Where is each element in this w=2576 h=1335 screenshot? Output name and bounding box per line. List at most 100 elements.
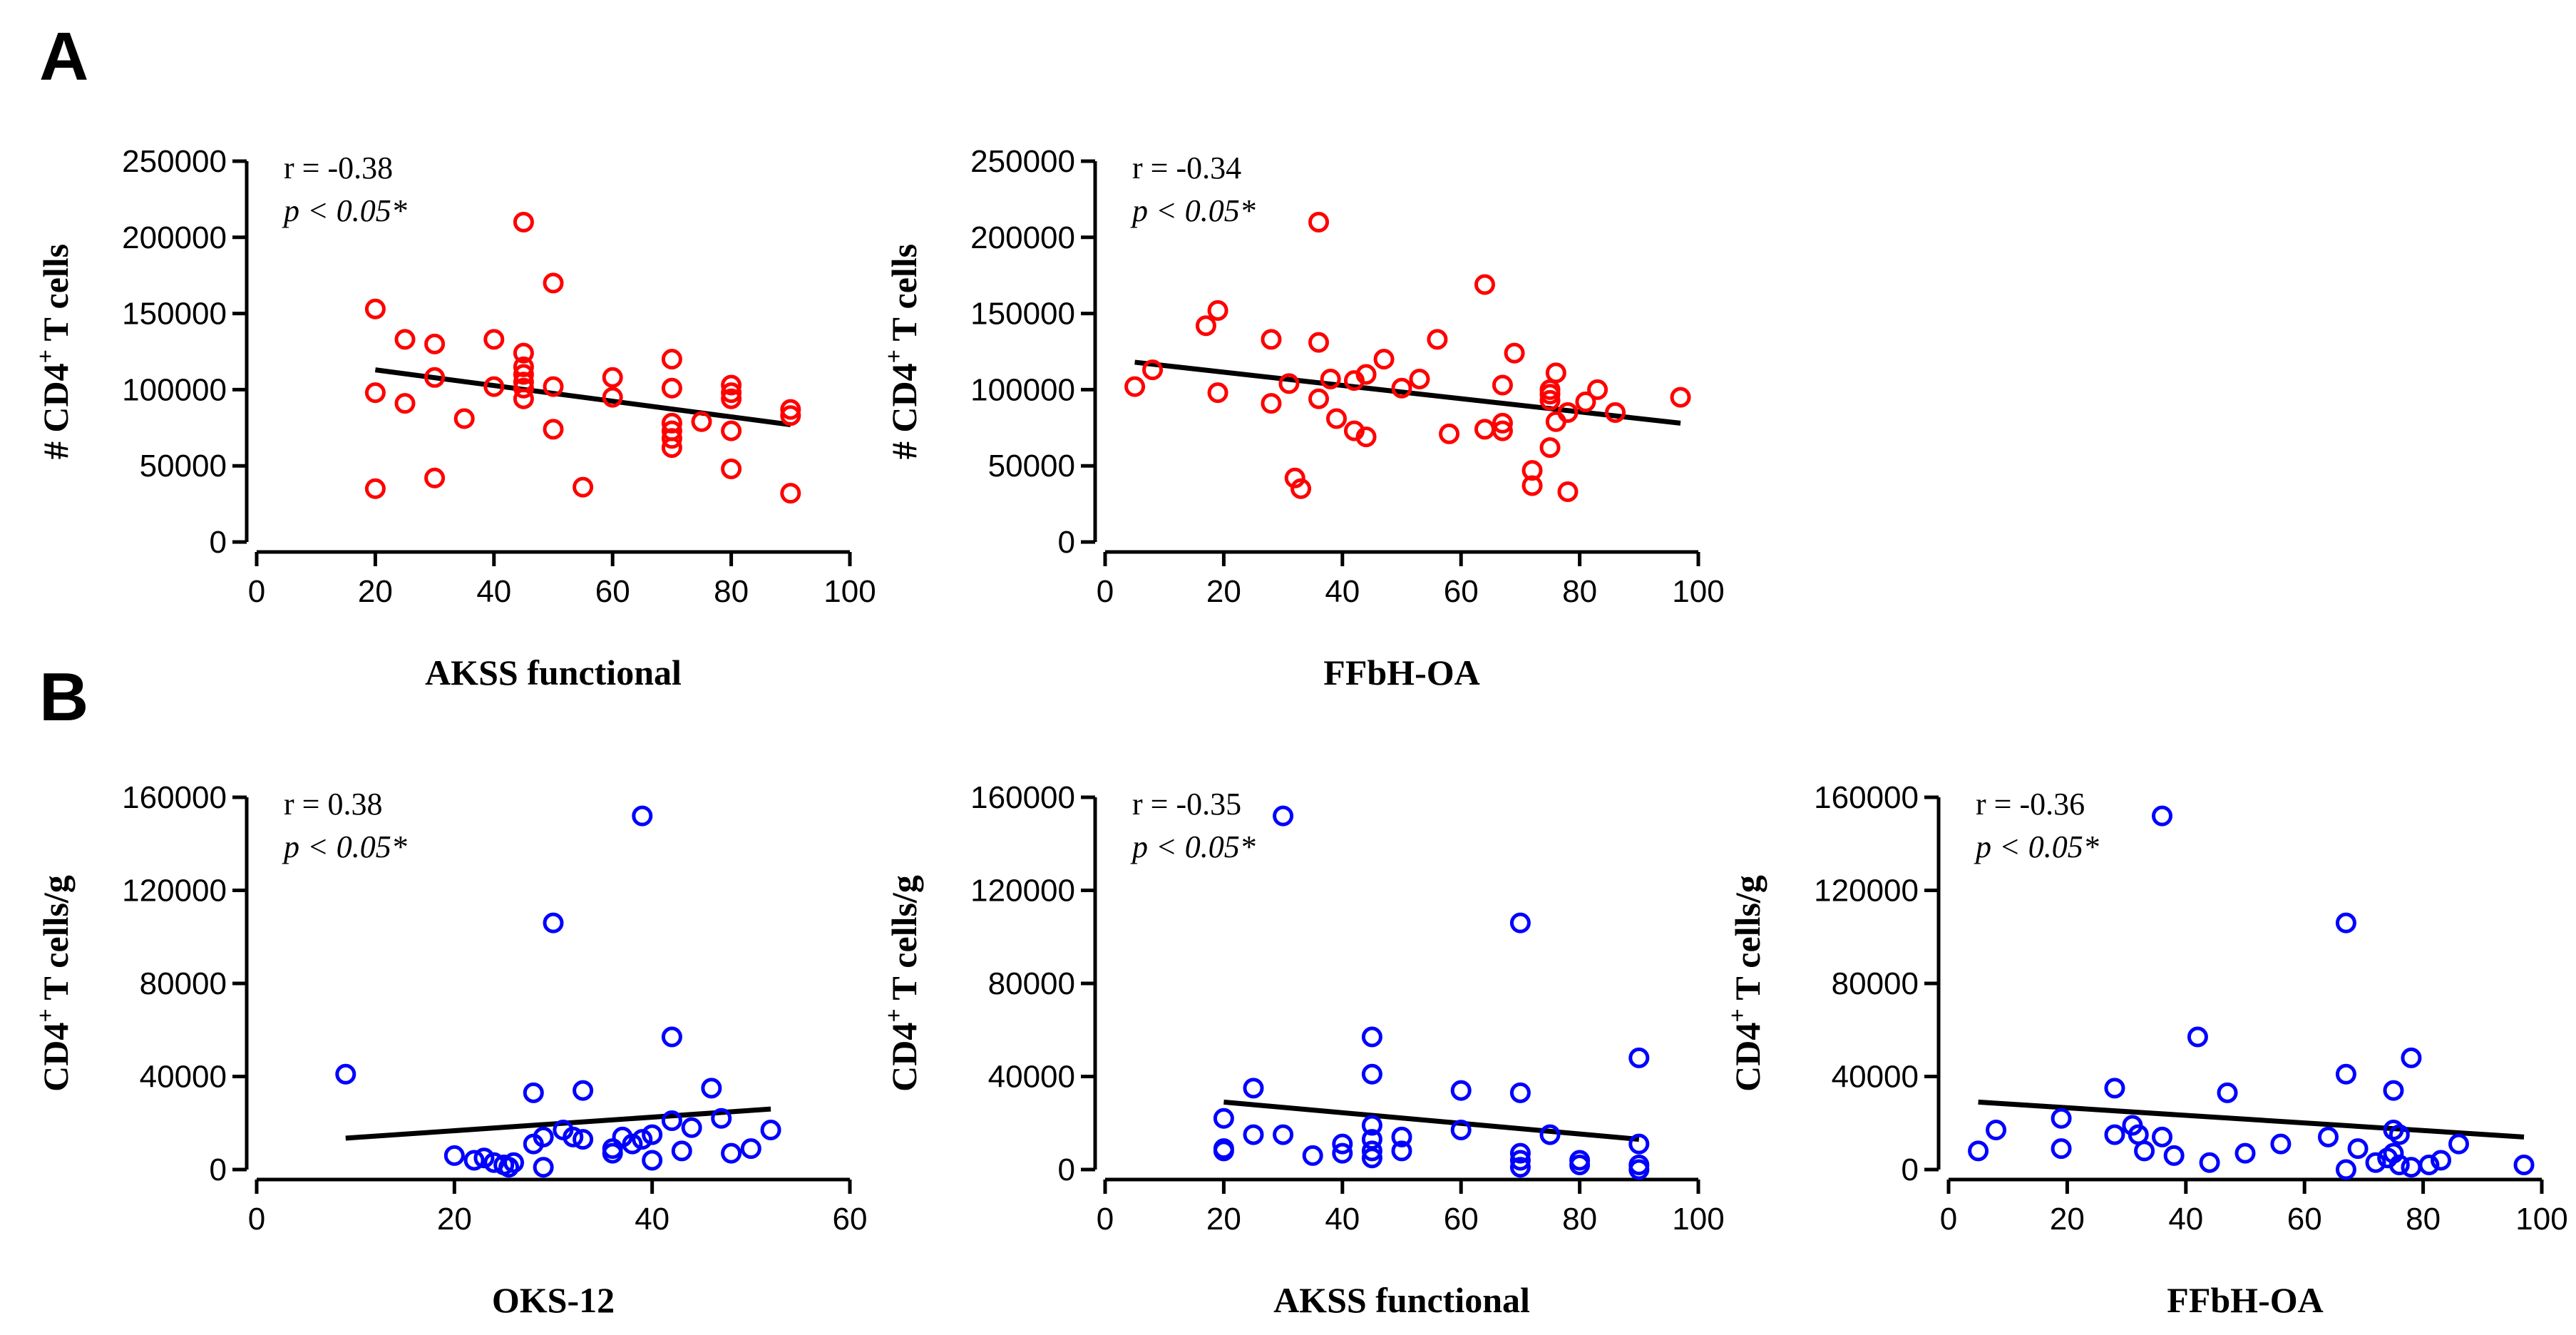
chart-2-y-tick-label: 250000 xyxy=(970,144,1075,179)
chart-5-point-14 xyxy=(2199,1152,2220,1173)
chart-3-point-7 xyxy=(498,1157,520,1178)
chart-1-point-5 xyxy=(394,393,416,414)
chart-4-point-29 xyxy=(1628,1047,1650,1068)
chart-4-point-10 xyxy=(1332,1142,1353,1164)
chart-3-point-16 xyxy=(573,1129,594,1150)
chart-5-point-35 xyxy=(2513,1154,2535,1175)
chart-1-point-26 xyxy=(661,377,682,399)
chart-3-point-2 xyxy=(443,1145,465,1166)
chart-2-point-13 xyxy=(1308,388,1330,409)
chart-3-point-30 xyxy=(701,1078,722,1099)
chart-4-y-tick-label: 40000 xyxy=(988,1060,1075,1095)
chart-3-x-tick-label: 60 xyxy=(833,1202,868,1237)
chart-5-point-25 xyxy=(2383,1080,2404,1101)
chart-5-y-tick-label: 80000 xyxy=(1832,966,1919,1001)
chart-1-x-tick-label: 80 xyxy=(714,574,749,609)
chart-3-x-tick-label: 0 xyxy=(248,1202,265,1237)
chart-2-point-29 xyxy=(1492,420,1513,441)
chart-2-point-31 xyxy=(1522,460,1543,481)
chart-3-p-value: p < 0.05* xyxy=(282,829,407,864)
chart-5-point-21 xyxy=(2335,1159,2356,1180)
chart-2-point-39 xyxy=(1557,401,1579,423)
chart-5-x-axis-title: FFbH-OA xyxy=(2167,1280,2323,1320)
chart-3-point-4 xyxy=(473,1147,495,1169)
chart-1-point-25 xyxy=(661,349,682,370)
chart-5-point-9 xyxy=(2134,1140,2155,1162)
chart-5-x-tick-label: 0 xyxy=(1940,1202,1957,1237)
chart-2-point-7 xyxy=(1261,393,1282,414)
chart-2-point-9 xyxy=(1284,467,1305,489)
chart-3-x-tick-label: 20 xyxy=(437,1202,472,1237)
chart-3-y-tick-label: 120000 xyxy=(122,874,227,909)
chart-1-point-19 xyxy=(543,272,564,294)
chart-1-y-axis-title-main: # CD4 xyxy=(36,363,76,459)
chart-4-point-4 xyxy=(1243,1078,1264,1099)
chart-3-point-28 xyxy=(671,1140,692,1162)
chart-4-y-axis-title-tail: T cells/g xyxy=(884,875,924,1008)
chart-1-point-38 xyxy=(780,405,801,426)
chart-2-point-37 xyxy=(1545,362,1566,384)
chart-2-y-tick-label: 200000 xyxy=(970,220,1075,255)
chart-4-point-20 xyxy=(1450,1120,1472,1141)
chart-5-point-11 xyxy=(2152,1126,2173,1147)
chart-5-point-15 xyxy=(2217,1082,2238,1103)
chart-2: 0 50000 100000 150000 200000 250000 0 20 40 60 80 1… xyxy=(881,144,1725,692)
chart-5-point-6 xyxy=(2104,1124,2125,1145)
chart-5-point-19 xyxy=(2335,912,2356,934)
chart-2-point-34 xyxy=(1539,389,1561,411)
chart-2-point-1 xyxy=(1124,376,1146,397)
chart-2-point-11 xyxy=(1308,211,1330,232)
chart-1-point-36 xyxy=(721,458,742,479)
chart-5-p-value: p < 0.05* xyxy=(1974,829,2099,864)
chart-5-y-tick-label: 120000 xyxy=(1814,874,1919,909)
chart-4-point-3 xyxy=(1213,1140,1234,1162)
chart-4-point-11 xyxy=(1361,1026,1382,1048)
chart-3-point-11 xyxy=(533,1126,554,1147)
chart-2-y-tick-label: 0 xyxy=(1058,525,1075,560)
chart-4-point-25 xyxy=(1509,1157,1531,1178)
chart-4-point-1 xyxy=(1213,1108,1234,1129)
chart-1-point-3 xyxy=(364,478,386,499)
chart-3-y-axis-title-tail: T cells/g xyxy=(36,875,76,1008)
chart-1-y-tick-label: 150000 xyxy=(122,297,227,332)
panel-label-b: B xyxy=(39,659,88,735)
chart-4-point-30 xyxy=(1628,1133,1650,1155)
chart-5-point-20 xyxy=(2335,1063,2356,1085)
chart-4-x-tick-label: 0 xyxy=(1097,1202,1114,1237)
chart-4-point-26 xyxy=(1539,1124,1561,1145)
chart-2-point-2 xyxy=(1142,359,1164,381)
chart-4-point-17 xyxy=(1391,1126,1412,1147)
chart-1-r-value: r = -0.38 xyxy=(284,150,393,185)
chart-1-y-tick-label: 250000 xyxy=(122,144,227,179)
chart-4-r-value: r = -0.35 xyxy=(1132,787,1241,822)
chart-1-point-23 xyxy=(602,367,623,388)
chart-4-y-tick-label: 120000 xyxy=(970,874,1075,909)
chart-4-x-tick-label: 40 xyxy=(1325,1202,1360,1237)
chart-4-trendline xyxy=(1223,1099,1640,1142)
chart-1-point-17 xyxy=(513,377,534,399)
chart-5-point-22 xyxy=(2347,1138,2369,1160)
chart-4-x-tick-label: 60 xyxy=(1444,1202,1479,1237)
chart-2-x-tick-label: 40 xyxy=(1325,574,1360,609)
chart-5-point-32 xyxy=(2418,1154,2440,1175)
chart-2-y-tick-label: 150000 xyxy=(970,297,1075,332)
chart-5-y-tick-label: 160000 xyxy=(1814,780,1919,815)
chart-2-x-tick-label: 80 xyxy=(1562,574,1597,609)
chart-5-r-value: r = -0.36 xyxy=(1976,787,2085,822)
chart-1-point-30 xyxy=(661,437,682,459)
chart-2-y-axis-title-main: # CD4 xyxy=(884,363,924,459)
chart-4-x-tick-label: 20 xyxy=(1206,1202,1241,1237)
chart-1-y-axis-title-tail: T cells xyxy=(36,244,76,349)
chart-4-y-tick-label: 0 xyxy=(1058,1152,1075,1187)
chart-4-point-5 xyxy=(1243,1124,1264,1145)
chart-1-point-33 xyxy=(721,382,742,404)
chart-2-x-tick-label: 0 xyxy=(1097,574,1114,609)
chart-2-point-10 xyxy=(1290,478,1312,499)
chart-5-y-tick-label: 40000 xyxy=(1832,1060,1919,1095)
chart-3-point-29 xyxy=(681,1117,702,1138)
chart-5-point-10 xyxy=(2152,805,2173,827)
chart-2-x-tick-label: 60 xyxy=(1444,574,1479,609)
chart-2-point-21 xyxy=(1391,377,1412,399)
